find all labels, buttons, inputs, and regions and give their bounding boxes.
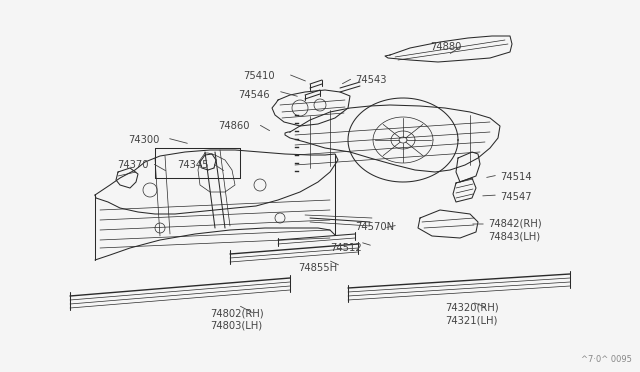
Text: 74514: 74514: [500, 172, 532, 182]
Text: 74345: 74345: [177, 160, 209, 170]
Text: 74860: 74860: [218, 121, 250, 131]
Text: ^7·0^ 0095: ^7·0^ 0095: [581, 355, 632, 364]
Text: 74320(RH)
74321(LH): 74320(RH) 74321(LH): [445, 303, 499, 326]
Text: 74512: 74512: [330, 243, 362, 253]
Text: 75410: 75410: [243, 71, 275, 81]
Text: 74547: 74547: [500, 192, 532, 202]
Text: 74855H: 74855H: [298, 263, 337, 273]
Text: 74300: 74300: [128, 135, 159, 145]
Text: 74802(RH)
74803(LH): 74802(RH) 74803(LH): [210, 308, 264, 330]
Text: 74570N: 74570N: [355, 222, 394, 232]
Text: 74543: 74543: [355, 75, 387, 85]
Text: 74880: 74880: [430, 42, 461, 52]
Text: 74546: 74546: [238, 90, 269, 100]
Text: 74370: 74370: [117, 160, 148, 170]
Text: 74842(RH)
74843(LH): 74842(RH) 74843(LH): [488, 219, 541, 241]
